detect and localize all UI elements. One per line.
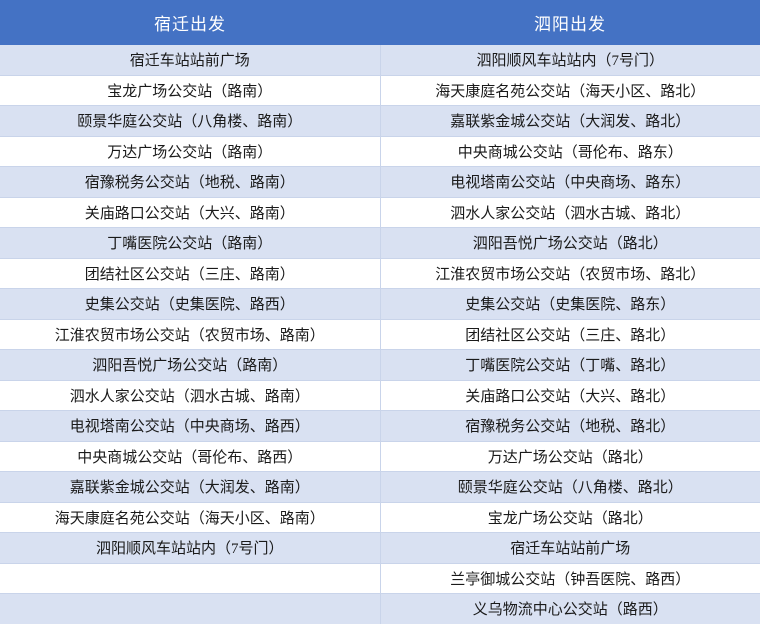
table-row: 中央商城公交站（哥伦布、路西） 万达广场公交站（路北） <box>0 441 760 472</box>
cell-siyang-stop: 颐景华庭公交站（八角楼、路北） <box>380 471 760 503</box>
cell-siyang-stop: 义乌物流中心公交站（路西） <box>380 593 760 624</box>
table-row: 江淮农贸市场公交站（农贸市场、路南） 团结社区公交站（三庄、路北） <box>0 319 760 350</box>
cell-suqian-stop: 丁嘴医院公交站（路南） <box>0 227 381 259</box>
table-row: 丁嘴医院公交站（路南） 泗阳吾悦广场公交站（路北） <box>0 227 760 259</box>
table-row: 关庙路口公交站（大兴、路南） 泗水人家公交站（泗水古城、路北） <box>0 197 760 228</box>
table-header: 宿迁出发 泗阳出发 <box>0 0 760 45</box>
cell-suqian-stop: 团结社区公交站（三庄、路南） <box>0 258 381 289</box>
cell-siyang-stop: 丁嘴医院公交站（丁嘴、路北） <box>380 349 760 381</box>
cell-siyang-stop: 电视塔南公交站（中央商场、路东） <box>380 166 760 198</box>
table-row: 泗阳吾悦广场公交站（路南） 丁嘴医院公交站（丁嘴、路北） <box>0 349 760 381</box>
table-row: 泗水人家公交站（泗水古城、路南） 关庙路口公交站（大兴、路北） <box>0 380 760 411</box>
table-row: 宿豫税务公交站（地税、路南） 电视塔南公交站（中央商场、路东） <box>0 166 760 198</box>
cell-suqian-stop <box>0 593 381 624</box>
cell-siyang-stop: 宿豫税务公交站（地税、路北） <box>380 410 760 442</box>
table-body: 宿迁车站站前广场 泗阳顺风车站站内（7号门） 宝龙广场公交站（路南） 海天康庭名苑公交… <box>0 45 760 624</box>
cell-suqian-stop: 中央商城公交站（哥伦布、路西） <box>0 441 381 472</box>
cell-siyang-stop: 万达广场公交站（路北） <box>380 441 760 472</box>
table-row: 万达广场公交站（路南） 中央商城公交站（哥伦布、路东） <box>0 136 760 167</box>
cell-suqian-stop: 泗阳顺风车站站内（7号门） <box>0 532 381 564</box>
cell-suqian-stop: 颐景华庭公交站（八角楼、路南） <box>0 105 381 137</box>
column-header-suqian: 宿迁出发 <box>0 0 380 45</box>
table-row: 宝龙广场公交站（路南） 海天康庭名苑公交站（海天小区、路北） <box>0 75 760 106</box>
cell-siyang-stop: 团结社区公交站（三庄、路北） <box>380 319 760 350</box>
cell-siyang-stop: 宿迁车站站前广场 <box>380 532 760 564</box>
table-row: 嘉联紫金城公交站（大润发、路南） 颐景华庭公交站（八角楼、路北） <box>0 471 760 503</box>
table-row: 泗阳顺风车站站内（7号门） 宿迁车站站前广场 <box>0 532 760 564</box>
table-row: 颐景华庭公交站（八角楼、路南） 嘉联紫金城公交站（大润发、路北） <box>0 105 760 137</box>
column-header-siyang: 泗阳出发 <box>380 0 760 45</box>
cell-siyang-stop: 海天康庭名苑公交站（海天小区、路北） <box>380 75 760 106</box>
cell-suqian-stop: 史集公交站（史集医院、路西） <box>0 288 381 320</box>
cell-suqian-stop: 嘉联紫金城公交站（大润发、路南） <box>0 471 381 503</box>
cell-siyang-stop: 泗阳吾悦广场公交站（路北） <box>380 227 760 259</box>
cell-suqian-stop: 宝龙广场公交站（路南） <box>0 75 381 106</box>
cell-suqian-stop: 宿迁车站站前广场 <box>0 45 381 76</box>
table-row: 兰亭御城公交站（钟吾医院、路西） <box>0 563 760 594</box>
table-row: 义乌物流中心公交站（路西） <box>0 593 760 624</box>
cell-siyang-stop: 中央商城公交站（哥伦布、路东） <box>380 136 760 167</box>
cell-siyang-stop: 嘉联紫金城公交站（大润发、路北） <box>380 105 760 137</box>
cell-siyang-stop: 宝龙广场公交站（路北） <box>380 502 760 533</box>
cell-suqian-stop: 泗阳吾悦广场公交站（路南） <box>0 349 381 381</box>
cell-suqian-stop: 万达广场公交站（路南） <box>0 136 381 167</box>
cell-suqian-stop <box>0 563 381 594</box>
cell-suqian-stop: 泗水人家公交站（泗水古城、路南） <box>0 380 381 411</box>
cell-siyang-stop: 江淮农贸市场公交站（农贸市场、路北） <box>380 258 760 289</box>
cell-suqian-stop: 海天康庭名苑公交站（海天小区、路南） <box>0 502 381 533</box>
cell-siyang-stop: 兰亭御城公交站（钟吾医院、路西） <box>380 563 760 594</box>
table-row: 宿迁车站站前广场 泗阳顺风车站站内（7号门） <box>0 45 760 76</box>
cell-suqian-stop: 电视塔南公交站（中央商场、路西） <box>0 410 381 442</box>
cell-suqian-stop: 宿豫税务公交站（地税、路南） <box>0 166 381 198</box>
cell-siyang-stop: 关庙路口公交站（大兴、路北） <box>380 380 760 411</box>
cell-suqian-stop: 关庙路口公交站（大兴、路南） <box>0 197 381 228</box>
header-row: 宿迁出发 泗阳出发 <box>0 0 760 45</box>
cell-suqian-stop: 江淮农贸市场公交站（农贸市场、路南） <box>0 319 381 350</box>
cell-siyang-stop: 泗水人家公交站（泗水古城、路北） <box>380 197 760 228</box>
cell-siyang-stop: 泗阳顺风车站站内（7号门） <box>380 45 760 76</box>
cell-siyang-stop: 史集公交站（史集医院、路东） <box>380 288 760 320</box>
table-row: 电视塔南公交站（中央商场、路西） 宿豫税务公交站（地税、路北） <box>0 410 760 442</box>
table-row: 海天康庭名苑公交站（海天小区、路南） 宝龙广场公交站（路北） <box>0 502 760 533</box>
table-row: 史集公交站（史集医院、路西） 史集公交站（史集医院、路东） <box>0 288 760 320</box>
table-row: 团结社区公交站（三庄、路南） 江淮农贸市场公交站（农贸市场、路北） <box>0 258 760 289</box>
